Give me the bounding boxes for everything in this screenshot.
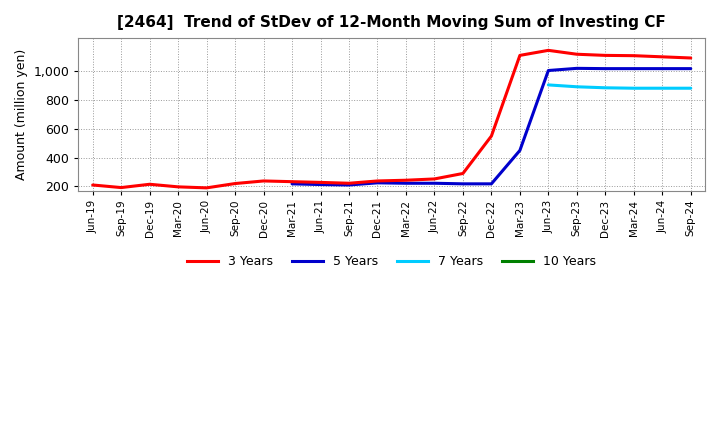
Legend: 3 Years, 5 Years, 7 Years, 10 Years: 3 Years, 5 Years, 7 Years, 10 Years [182,250,601,273]
Title: [2464]  Trend of StDev of 12-Month Moving Sum of Investing CF: [2464] Trend of StDev of 12-Month Moving… [117,15,666,30]
Y-axis label: Amount (million yen): Amount (million yen) [15,49,28,180]
